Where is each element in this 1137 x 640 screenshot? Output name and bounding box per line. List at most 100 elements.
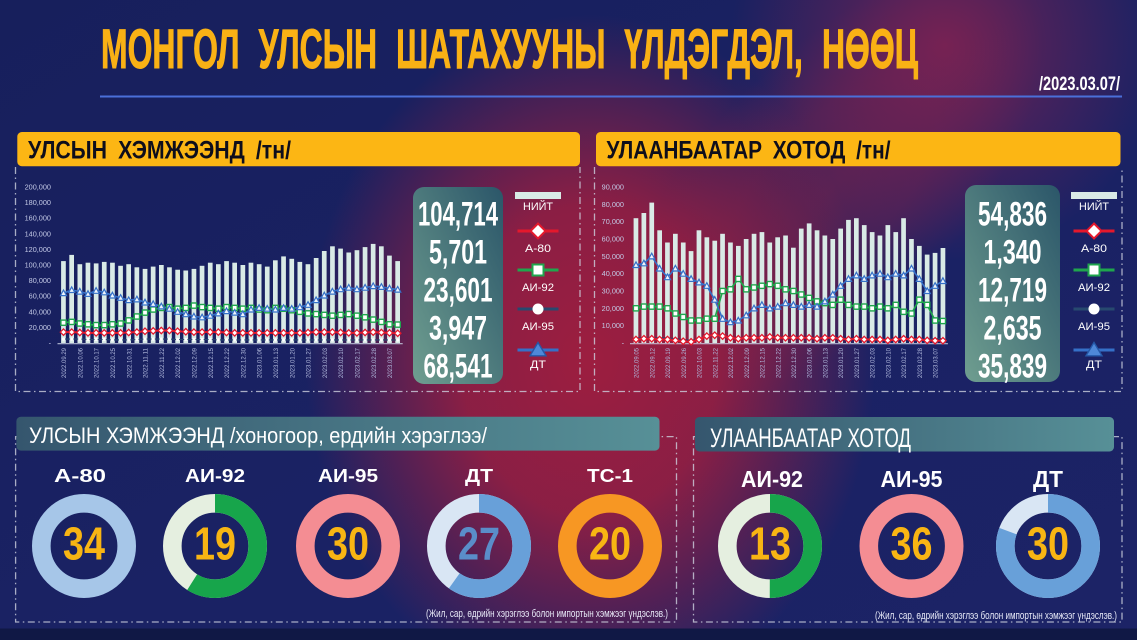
svg-text:ТС-1: ТС-1 [587,466,633,486]
svg-text:80,000: 80,000 [602,200,624,209]
svg-text:30: 30 [1027,518,1069,570]
svg-text:2023.02.17: 2023.02.17 [355,347,362,378]
svg-text:2022.12.30: 2022.12.30 [791,347,798,378]
svg-text:2023.02.28: 2023.02.28 [371,347,378,378]
svg-text:20,000: 20,000 [602,304,624,313]
svg-text:13: 13 [749,518,791,570]
svg-text:2023.02.28: 2023.02.28 [917,347,924,378]
svg-text:2023.02.17: 2023.02.17 [901,347,908,378]
svg-text:АИ-95: АИ-95 [318,466,378,486]
svg-text:2022.11.22: 2022.11.22 [159,347,166,378]
svg-text:2022.10.06: 2022.10.06 [77,347,84,378]
svg-text:АИ-95: АИ-95 [522,321,554,333]
svg-text:2022.12.02: 2022.12.02 [728,347,735,378]
svg-text:27: 27 [458,518,500,570]
svg-text:АИ-92: АИ-92 [741,466,803,492]
svg-text:2023.02.03: 2023.02.03 [870,347,877,378]
svg-text:36: 36 [891,518,933,570]
svg-text:70,000: 70,000 [602,217,624,226]
svg-text:2023.01.06: 2023.01.06 [807,347,814,378]
svg-text:80,000: 80,000 [29,276,51,285]
svg-text:2023.02.10: 2023.02.10 [885,347,892,378]
svg-text:2023.02.10: 2023.02.10 [338,347,345,378]
svg-text:АИ-95: АИ-95 [1078,321,1110,333]
svg-text:35,839: 35,839 [978,348,1047,386]
svg-text:НИЙТ: НИЙТ [1079,200,1109,213]
svg-text:2022.12.15: 2022.12.15 [208,347,215,378]
svg-text:30,000: 30,000 [602,287,624,296]
svg-text:УЛААНБААТАР ХОТОД: УЛААНБААТАР ХОТОД [710,423,911,453]
svg-text:2022.12.22: 2022.12.22 [775,347,782,378]
svg-text:УЛСЫН ХЭМЖЭЭНД /тн/: УЛСЫН ХЭМЖЭЭНД /тн/ [28,137,291,165]
svg-text:2023.03.07: 2023.03.07 [933,347,940,378]
svg-text:2023.01.20: 2023.01.20 [289,347,296,378]
svg-text:УЛСЫН ХЭМЖЭЭНД /хоногоор, ерди: УЛСЫН ХЭМЖЭЭНД /хоногоор, ердийн хэрэглэ… [29,423,488,448]
svg-text:20,000: 20,000 [29,323,51,332]
svg-text:МОНГОЛ УЛСЫН ШАТАХУУНЫ ҮЛДЭГДЭ: МОНГОЛ УЛСЫН ШАТАХУУНЫ ҮЛДЭГДЭЛ, НӨӨЦ [101,17,918,80]
svg-text:68,541: 68,541 [424,348,493,386]
svg-text:5,701: 5,701 [429,234,487,272]
svg-text:2022.12.30: 2022.12.30 [240,347,247,378]
svg-text:ДТ: ДТ [1033,466,1064,492]
svg-text:ДТ: ДТ [465,466,493,486]
svg-text:90,000: 90,000 [602,183,624,192]
svg-text:2023.03.07: 2023.03.07 [387,347,394,378]
svg-text:23,601: 23,601 [424,272,493,310]
svg-text:10,000: 10,000 [602,321,624,330]
svg-text:2022.10.03: 2022.10.03 [697,347,704,378]
svg-text:(Жил, сар, өдрийн хэрэглээ бол: (Жил, сар, өдрийн хэрэглээ болон импорты… [875,610,1117,622]
svg-text:2022.12.22: 2022.12.22 [224,347,231,378]
svg-text:19: 19 [194,518,236,570]
svg-text:2022.09.26: 2022.09.26 [681,347,688,378]
svg-text:180,000: 180,000 [25,198,51,207]
svg-text:2022.09.29: 2022.09.29 [61,347,68,378]
svg-text:(Жил, сар, өдрийн хэрэглээ бол: (Жил, сар, өдрийн хэрэглээ болон импорты… [426,608,668,620]
svg-text:140,000: 140,000 [25,229,51,238]
svg-text:2022.11.22: 2022.11.22 [712,347,719,378]
svg-text:100,000: 100,000 [25,261,51,270]
svg-text:20: 20 [589,518,631,570]
svg-text:40,000: 40,000 [602,269,624,278]
svg-text:АИ-92: АИ-92 [185,466,245,486]
svg-text:ДТ: ДТ [1086,359,1102,371]
svg-text:А-80: А-80 [54,466,106,486]
svg-text:2022.12.15: 2022.12.15 [760,347,767,378]
svg-text:НИЙТ: НИЙТ [523,200,553,213]
svg-text:АИ-92: АИ-92 [1078,282,1110,294]
svg-text:34: 34 [63,518,105,570]
svg-text:УЛААНБААТАР ХОТОД /тн/: УЛААНБААТАР ХОТОД /тн/ [607,137,891,165]
svg-text:АИ-95: АИ-95 [881,466,943,492]
svg-text:2023.01.06: 2023.01.06 [257,347,264,378]
svg-text:2022.10.31: 2022.10.31 [126,347,133,378]
svg-text:ДТ: ДТ [530,359,546,371]
svg-text:2022.09.05: 2022.09.05 [634,347,641,378]
svg-text:2023.02.03: 2023.02.03 [322,347,329,378]
svg-text:40,000: 40,000 [29,307,51,316]
svg-text:2,635: 2,635 [984,310,1042,348]
svg-text:2023.01.27: 2023.01.27 [854,347,861,378]
svg-text:2023.01.13: 2023.01.13 [823,347,830,378]
svg-text:АИ-92: АИ-92 [522,282,554,294]
svg-text:2023.01.13: 2023.01.13 [273,347,280,378]
svg-text:160,000: 160,000 [25,214,51,223]
svg-text:2023.01.20: 2023.01.20 [838,347,845,378]
svg-text:30: 30 [327,518,369,570]
svg-text:54,836: 54,836 [978,196,1047,234]
svg-text:3,947: 3,947 [429,310,487,348]
svg-text:/2023.03.07/: /2023.03.07/ [1039,74,1121,95]
svg-text:12,719: 12,719 [978,272,1047,310]
svg-text:2022.12.09: 2022.12.09 [192,347,199,378]
svg-text:2022.10.25: 2022.10.25 [110,347,117,378]
svg-text:2022.11.11: 2022.11.11 [143,347,150,378]
svg-text:60,000: 60,000 [602,235,624,244]
svg-text:2022.12.02: 2022.12.02 [175,347,182,378]
svg-text:200,000: 200,000 [25,183,51,192]
svg-text:2022.10.17: 2022.10.17 [94,347,101,378]
svg-text:-: - [622,339,625,348]
svg-text:2022.09.19: 2022.09.19 [665,347,672,378]
svg-text:А-80: А-80 [1081,243,1107,255]
svg-text:120,000: 120,000 [25,245,51,254]
svg-text:50,000: 50,000 [602,252,624,261]
svg-text:-: - [49,339,52,348]
svg-text:А-80: А-80 [525,243,551,255]
